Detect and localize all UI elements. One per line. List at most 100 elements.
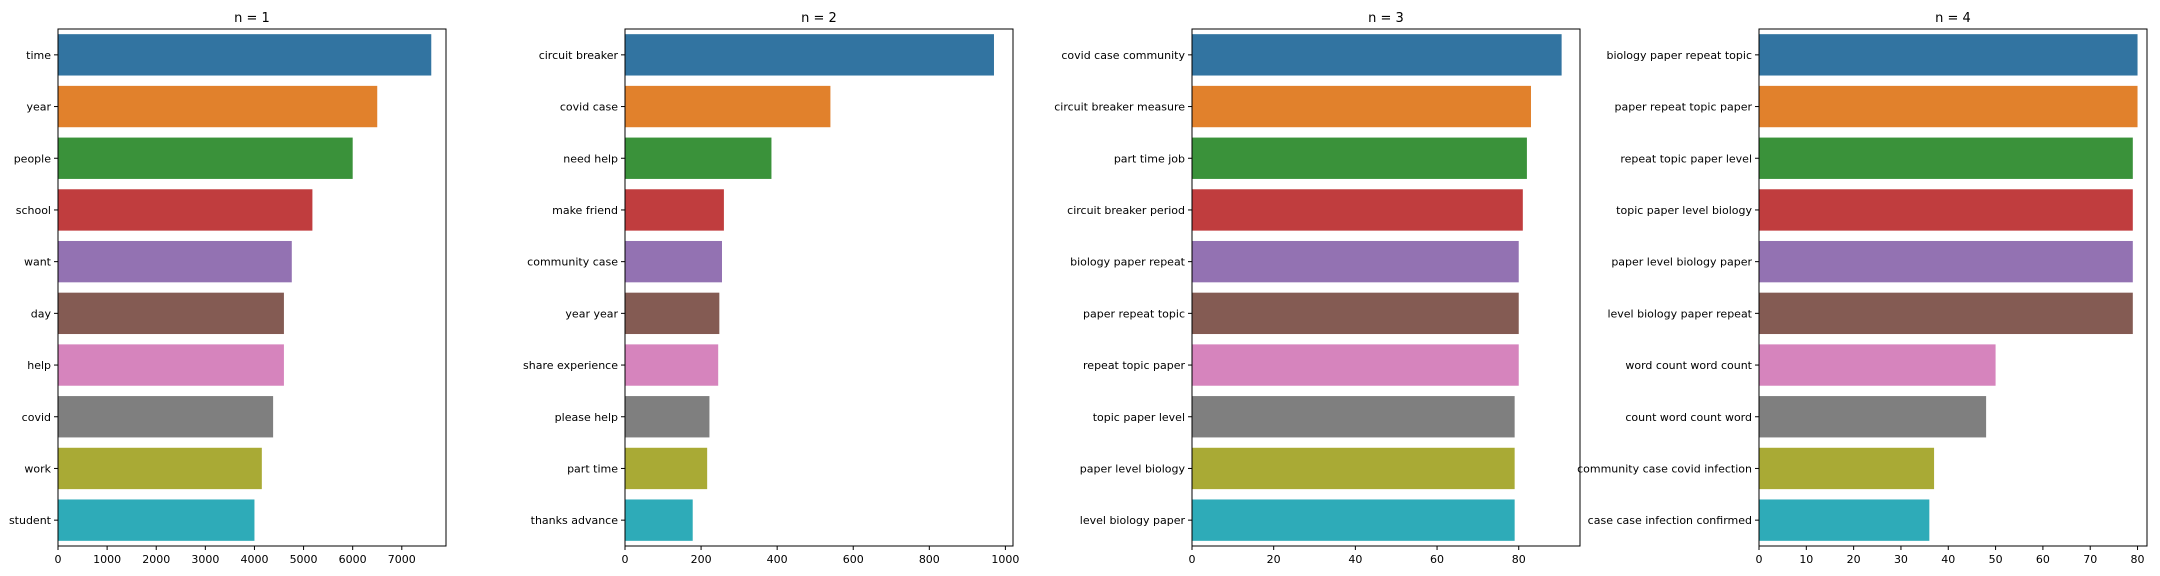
x-tick-label: 80 (2131, 553, 2145, 566)
bar (58, 85, 378, 128)
y-tick-label: paper repeat topic (1083, 307, 1185, 320)
bar (625, 499, 693, 541)
x-tick-label: 80 (1512, 553, 1526, 566)
y-tick-label: biology paper repeat (1070, 256, 1186, 269)
x-tick-label: 0 (1756, 553, 1763, 566)
y-tick-label: covid (22, 411, 51, 424)
x-tick-label: 1000 (93, 553, 121, 566)
subplot-3: n = 3 covid case community circuit breaker… (1054, 11, 1581, 566)
y-tick-label: please help (555, 411, 618, 424)
bar (1192, 396, 1515, 438)
y-tick-label: covid case (560, 101, 618, 114)
y-tick-label: paper level biology paper (1611, 256, 1752, 269)
x-tick-label: 20 (1267, 553, 1281, 566)
x-tick-label: 600 (843, 553, 864, 566)
y-tick-label: part time job (1114, 152, 1185, 165)
subplot-title: n = 3 (1368, 11, 1404, 26)
subplot-title: n = 4 (1935, 11, 1971, 26)
bar (1759, 499, 1930, 541)
bar (1759, 292, 2133, 335)
bar (625, 447, 708, 490)
y-tick-label: want (24, 256, 52, 269)
x-tick-label: 70 (2083, 553, 2097, 566)
subplot-title: n = 1 (234, 11, 270, 26)
axes-frame (624, 28, 1014, 547)
bar (625, 344, 719, 386)
y-tick-label: case case infection confirmed (1588, 514, 1752, 527)
y-tick-label: covid case community (1061, 49, 1185, 62)
y-tick-label: paper level biology (1080, 462, 1186, 475)
y-tick-label: time (26, 49, 51, 62)
x-tick-label: 200 (691, 553, 712, 566)
x-tick-label: 20 (1847, 553, 1861, 566)
x-tick-label: 60 (1430, 553, 1444, 566)
bar (58, 344, 284, 386)
subplot-1: n = 1 time year people school want day help covi… (9, 11, 447, 566)
x-tick-label: 2000 (142, 553, 170, 566)
y-tick-label: word count word count (1625, 359, 1752, 372)
x-tick-label: 40 (1941, 553, 1955, 566)
x-tick-label: 4000 (240, 553, 268, 566)
axes-frame (1758, 28, 2148, 547)
bar (1759, 447, 1935, 490)
y-tick-label: level biology paper (1080, 514, 1186, 527)
bar (1759, 344, 1996, 386)
bar (58, 447, 262, 490)
y-tick-label: circuit breaker (539, 49, 619, 62)
y-tick-label: need help (563, 152, 618, 165)
y-tick-label: people (14, 152, 52, 165)
bar (1192, 499, 1515, 541)
bar (1759, 189, 2133, 231)
bar (58, 292, 284, 335)
axes-frame (1191, 28, 1581, 547)
subplot-4: n = 4 biology paper repeat topic paper rep… (1577, 11, 2148, 566)
bar (625, 396, 710, 438)
bar (58, 137, 353, 179)
bar (1192, 292, 1519, 335)
x-tick-label: 5000 (290, 553, 318, 566)
subplot-grid: n = 1 time year people school want day help covi… (9, 11, 2148, 566)
bar (625, 34, 994, 76)
y-tick-label: help (27, 359, 51, 372)
y-tick-label: circuit breaker period (1067, 204, 1185, 217)
x-tick-label: 7000 (388, 553, 416, 566)
y-tick-label: circuit breaker measure (1054, 101, 1185, 114)
bar (1192, 447, 1515, 490)
x-tick-label: 1000 (991, 553, 1019, 566)
y-tick-label: year (26, 101, 51, 114)
x-tick-label: 0 (55, 553, 62, 566)
subplot-2: n = 2 circuit breaker covid case need help m… (523, 11, 1019, 566)
x-tick-label: 60 (2036, 553, 2050, 566)
x-tick-label: 3000 (191, 553, 219, 566)
x-tick-label: 50 (1989, 553, 2003, 566)
y-tick-label: year year (565, 307, 618, 320)
bar (58, 189, 313, 231)
x-tick-label: 10 (1799, 553, 1813, 566)
y-tick-label: community case (527, 256, 618, 269)
y-tick-label: topic paper level (1093, 411, 1185, 424)
x-tick-label: 800 (919, 553, 940, 566)
bar (1759, 240, 2133, 283)
y-tick-label: repeat topic paper (1083, 359, 1185, 372)
y-tick-label: thanks advance (531, 514, 619, 527)
bar (58, 396, 274, 438)
bar (625, 240, 722, 283)
bar (58, 499, 255, 541)
x-tick-label: 0 (1189, 553, 1196, 566)
subplot-title: n = 2 (801, 11, 837, 26)
bar (58, 240, 292, 283)
y-tick-label: community case covid infection (1577, 462, 1752, 475)
x-tick-label: 30 (1894, 553, 1908, 566)
y-tick-label: topic paper level biology (1616, 204, 1752, 217)
y-tick-label: student (9, 514, 52, 527)
y-tick-label: part time (567, 462, 618, 475)
y-tick-label: paper repeat topic paper (1615, 101, 1753, 114)
x-tick-label: 6000 (339, 553, 367, 566)
bar (1759, 137, 2133, 179)
y-tick-label: day (31, 307, 52, 320)
bar (625, 189, 724, 231)
bar (1192, 189, 1523, 231)
bar (1192, 344, 1519, 386)
x-tick-label: 0 (622, 553, 629, 566)
bar (1759, 85, 2138, 128)
